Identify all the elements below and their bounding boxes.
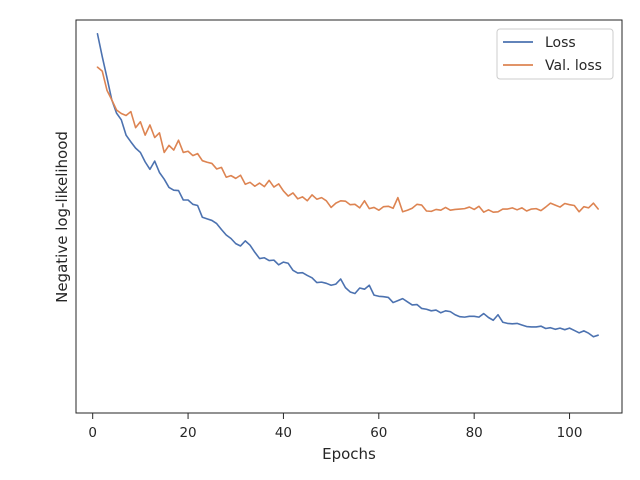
legend-label: Loss: [545, 35, 576, 51]
x-tick-label: 80: [466, 425, 483, 441]
x-tick-label: 20: [179, 425, 196, 441]
x-tick-label: 40: [275, 425, 292, 441]
x-tick-label: 0: [88, 425, 97, 441]
plot-area: [75, 19, 623, 414]
x-axis-label: Epochs: [322, 445, 376, 463]
x-axis-ticks: 0 20 40 60 80 100: [88, 413, 582, 441]
y-axis-label: Negative log-likelihood: [53, 131, 71, 303]
x-tick-label: 100: [557, 425, 583, 441]
legend: Loss Val. loss: [496, 28, 614, 80]
legend-label: Val. loss: [545, 58, 602, 74]
x-tick-label: 60: [370, 425, 387, 441]
series-layer: [96, 32, 599, 338]
series-line-loss: [96, 32, 599, 338]
series-line-val-loss: [96, 66, 599, 213]
